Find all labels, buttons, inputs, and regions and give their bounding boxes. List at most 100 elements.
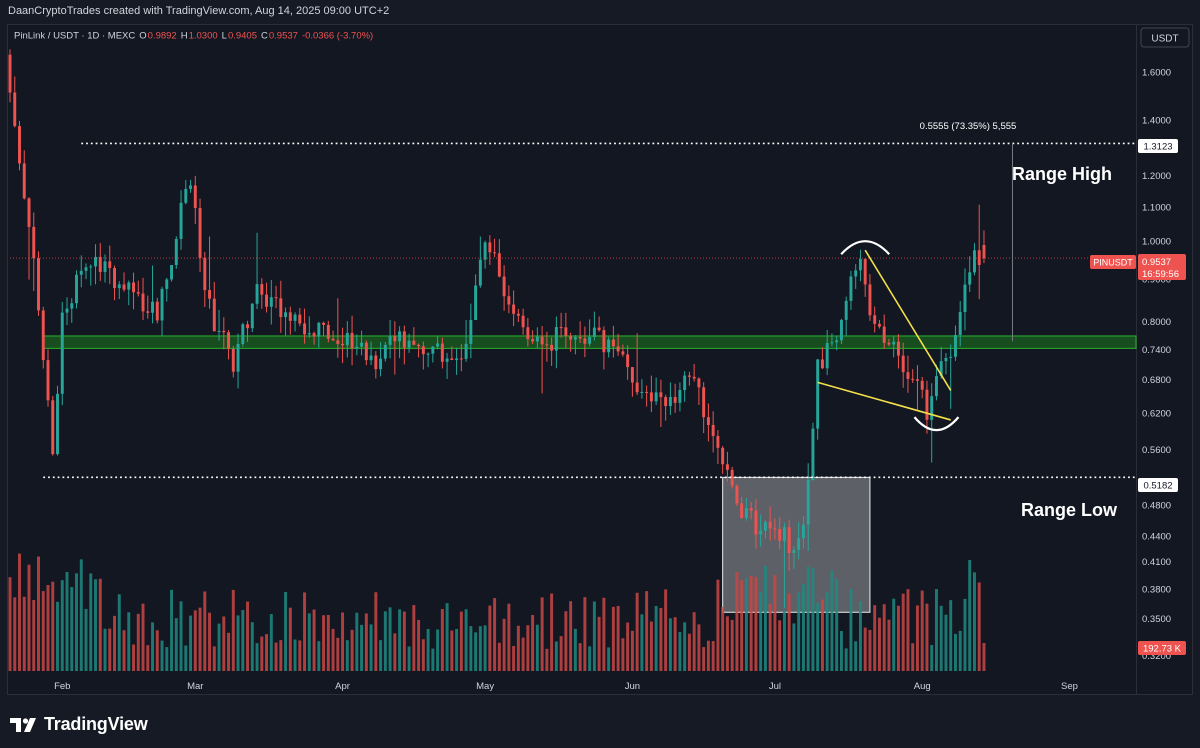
candle-body [692, 376, 696, 379]
candle-body [540, 336, 544, 345]
candle-body [507, 296, 511, 305]
candle-body [654, 392, 658, 402]
volume-bar [136, 613, 140, 671]
volume-bar [920, 590, 924, 671]
tradingview-logo[interactable]: TradingView [10, 714, 148, 735]
y-tick-label: 1.2000 [1142, 171, 1171, 182]
volume-bar [464, 609, 468, 671]
volume-bar [721, 606, 725, 671]
candle-body [189, 185, 193, 189]
candle-body [274, 297, 278, 299]
candle-body [440, 343, 444, 362]
candle-body [683, 375, 687, 391]
candle-body [711, 424, 715, 437]
candle-body [801, 524, 805, 539]
legend-line: PinLink / USDT · 1D · MEXC O0.9892 H1.0300… [14, 31, 373, 42]
footer [0, 700, 1200, 748]
candle-body [46, 360, 50, 401]
candle-body [939, 361, 943, 377]
candle-body [725, 464, 729, 470]
candle-body [835, 340, 839, 343]
candle-body [445, 358, 449, 362]
candle-body [317, 322, 321, 337]
volume-bar [440, 609, 444, 671]
currency-button[interactable] [1140, 27, 1190, 48]
y-tick-label: 1.6000 [1142, 68, 1171, 79]
candle-body [84, 267, 88, 271]
volume-bar [246, 601, 250, 671]
volume-bar [350, 629, 354, 671]
candle-body [972, 250, 976, 273]
candle-body [925, 389, 929, 420]
volume-bar [797, 592, 801, 671]
range-box-layer [722, 476, 871, 613]
candle-body [369, 355, 373, 361]
volume-bar [383, 611, 387, 671]
volume-bar [697, 624, 701, 671]
candle-body [626, 354, 630, 368]
candle-body [493, 252, 497, 254]
volume-bar [882, 604, 886, 671]
volume-bar [925, 603, 929, 671]
candle-body [151, 301, 155, 313]
x-tick-label: Apr [335, 681, 350, 692]
volume-bar [398, 609, 402, 671]
candle-body [65, 308, 69, 313]
candle-body [668, 397, 672, 407]
volume-bar [393, 633, 397, 671]
volume-bar [830, 570, 834, 671]
volume-bar [806, 566, 810, 671]
candle-body [635, 382, 639, 393]
candle-body [854, 270, 858, 277]
candle-body [797, 538, 801, 550]
candle-body [22, 163, 26, 199]
candle-body [241, 324, 245, 344]
volume-bar [825, 592, 829, 671]
candle-body [113, 268, 116, 289]
candle-body [426, 353, 430, 355]
volume-bar [773, 575, 777, 671]
candle-body [721, 447, 725, 465]
legend-high: 1.0300 [189, 31, 218, 42]
candle-body [265, 294, 269, 307]
range-high-annotation: Range High [1012, 164, 1112, 184]
candle-body [645, 391, 649, 393]
candle-body [193, 185, 197, 209]
volume-bar [507, 603, 511, 671]
volume-bar [569, 601, 573, 671]
volume-bar [930, 644, 934, 671]
volume-bar [906, 589, 910, 671]
volume-bar [37, 556, 40, 671]
candle-body [578, 337, 582, 339]
candle-body [554, 327, 558, 351]
volume-bar [103, 628, 107, 671]
volume-bar [526, 625, 530, 671]
x-tick-label: Aug [914, 681, 931, 692]
candle-body [455, 358, 459, 360]
candle-body [18, 126, 21, 164]
candle-body [322, 322, 326, 325]
volume-bar [939, 605, 943, 671]
volume-bar [412, 605, 416, 671]
candle-body [345, 332, 349, 346]
volume-bar [645, 591, 649, 671]
volume-bar [915, 605, 919, 671]
chart-pane[interactable] [7, 24, 1137, 695]
candle-body [13, 92, 17, 127]
volume-bar [559, 636, 563, 671]
volume-bar [307, 613, 311, 671]
volume-bar [630, 630, 634, 671]
volume-bar [730, 619, 734, 671]
price-axis[interactable] [1137, 24, 1193, 695]
volume-bar [160, 640, 164, 671]
candle-body [417, 344, 421, 347]
candle-body [27, 198, 31, 227]
volume-bar [455, 628, 459, 671]
candle-body [32, 226, 36, 259]
drawing-layer [817, 240, 960, 432]
candle-layer [8, 49, 986, 609]
candle-body [478, 259, 482, 286]
y-tick-label: 0.3200 [1142, 651, 1171, 662]
volume-bar [421, 639, 425, 671]
